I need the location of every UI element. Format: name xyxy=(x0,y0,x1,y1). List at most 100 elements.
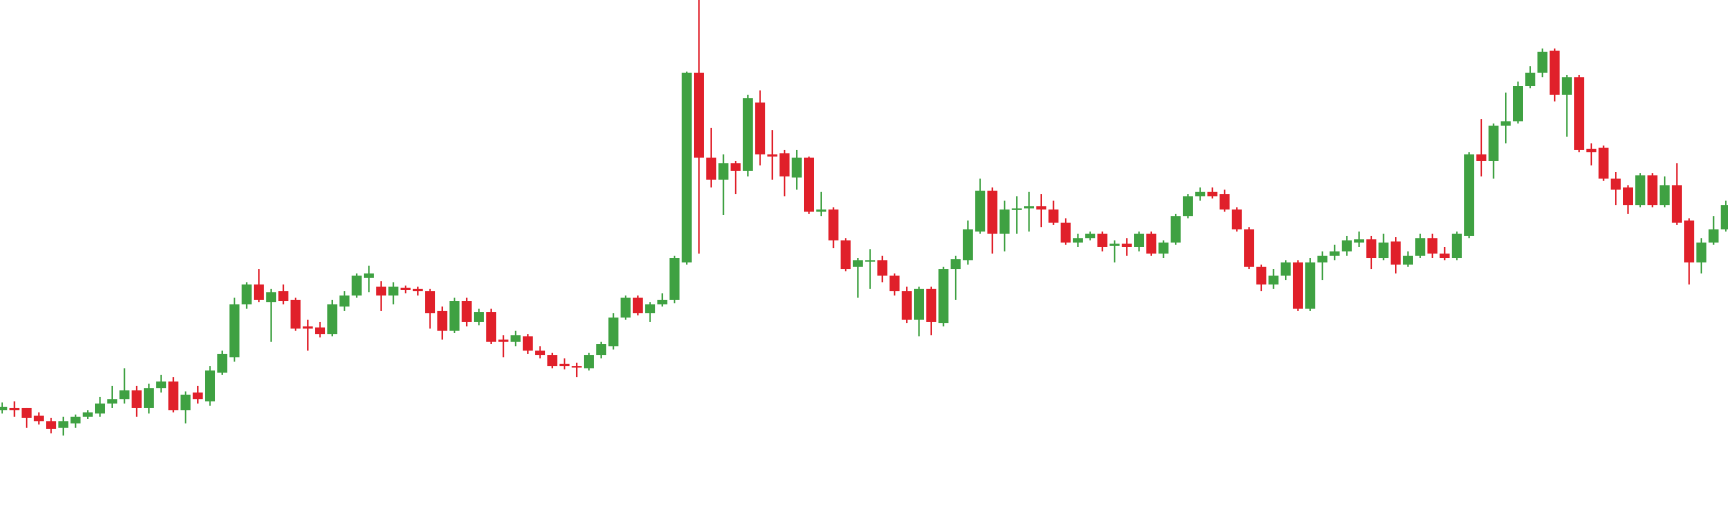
candle-body xyxy=(914,288,925,320)
candle-body xyxy=(351,275,362,296)
candle-body xyxy=(119,390,130,400)
candle-body xyxy=(9,407,20,411)
candle-body xyxy=(1561,77,1572,95)
candle-body xyxy=(21,407,32,418)
candle-body xyxy=(608,317,619,347)
candle-body xyxy=(327,304,338,335)
candle-body xyxy=(901,291,912,320)
candle-body xyxy=(669,258,680,300)
candle-body xyxy=(425,291,436,314)
candle-body xyxy=(547,355,558,367)
candle-body xyxy=(1207,191,1218,197)
candle-body xyxy=(583,355,594,369)
candle-body xyxy=(449,301,460,331)
candle-body xyxy=(156,381,167,389)
candle-body xyxy=(1048,209,1059,223)
candle-body xyxy=(1708,229,1719,243)
candle-body xyxy=(253,284,264,300)
candle-body xyxy=(1036,206,1047,210)
candle-body xyxy=(510,335,521,342)
candle-body xyxy=(1024,206,1035,209)
candle-body xyxy=(1280,262,1291,276)
candle-body xyxy=(1390,241,1401,265)
candle-body xyxy=(767,154,778,157)
candle-body xyxy=(1146,233,1157,254)
candle-body xyxy=(107,399,118,404)
candle-body xyxy=(339,295,350,307)
candle-body xyxy=(1195,191,1206,197)
candle-body xyxy=(803,157,814,212)
candle-body xyxy=(58,421,69,428)
candle-body xyxy=(180,394,191,411)
candle-body xyxy=(755,102,766,155)
candle-body xyxy=(816,209,827,212)
candle-body xyxy=(1427,238,1438,254)
candle-body xyxy=(46,421,57,429)
candle-body xyxy=(376,286,387,296)
candle-body xyxy=(828,209,839,241)
candle-body xyxy=(315,327,326,335)
candle-body xyxy=(1121,243,1132,247)
candle-body xyxy=(1341,240,1352,252)
candle-body xyxy=(1060,222,1071,243)
candle-body xyxy=(852,260,863,267)
candle-body xyxy=(363,273,374,278)
candle-body xyxy=(437,310,448,331)
candle-body xyxy=(1366,239,1377,259)
candle-body xyxy=(779,153,790,177)
candle-body xyxy=(1635,175,1646,206)
candle-body xyxy=(205,370,216,402)
candle-body xyxy=(486,312,497,342)
candle-body xyxy=(987,190,998,234)
candle-body xyxy=(657,299,668,305)
candle-body xyxy=(975,190,986,232)
candle-body xyxy=(388,286,399,296)
candle-body xyxy=(693,72,704,158)
candle-body xyxy=(730,163,741,171)
candle-body xyxy=(1415,238,1426,256)
candle-body xyxy=(498,339,509,342)
candle-body xyxy=(217,353,228,373)
candle-body xyxy=(791,157,802,178)
candle-body xyxy=(1488,125,1499,161)
candle-body xyxy=(1684,220,1695,263)
candle-body xyxy=(1647,175,1658,206)
candle-body xyxy=(412,288,423,292)
candle-body xyxy=(1354,239,1365,243)
candle-body xyxy=(1500,121,1511,126)
candle-body xyxy=(1170,216,1181,243)
candle-body xyxy=(645,304,656,314)
candle-body xyxy=(681,72,692,263)
candle-body xyxy=(1244,229,1255,267)
candle-body xyxy=(1671,185,1682,223)
candle-body xyxy=(400,287,411,290)
candle-body xyxy=(1451,233,1462,259)
candle-body xyxy=(33,415,44,422)
candle-body xyxy=(473,312,484,322)
candle-body xyxy=(1072,238,1083,243)
candle-body xyxy=(1182,196,1193,217)
candle-body xyxy=(1134,233,1145,247)
candle-body xyxy=(926,288,937,322)
candle-body xyxy=(706,157,717,180)
candle-body xyxy=(865,260,876,262)
candle-body xyxy=(1231,209,1242,230)
candle-body xyxy=(1158,242,1169,254)
candle-body xyxy=(1329,251,1340,256)
candle-body xyxy=(1537,51,1548,73)
candle-body xyxy=(1292,262,1303,309)
candle-body xyxy=(1512,86,1523,122)
candle-body xyxy=(192,392,203,400)
candle-body xyxy=(632,297,643,314)
candle-body xyxy=(596,344,607,356)
candle-body xyxy=(1610,178,1621,190)
candle-body xyxy=(620,297,631,318)
candle-body xyxy=(94,403,105,414)
candle-body xyxy=(241,284,252,305)
candle-body xyxy=(571,366,582,368)
candle-body xyxy=(0,406,8,411)
candle-body xyxy=(131,390,142,408)
candle-body xyxy=(1268,275,1279,285)
candle-body xyxy=(889,275,900,292)
